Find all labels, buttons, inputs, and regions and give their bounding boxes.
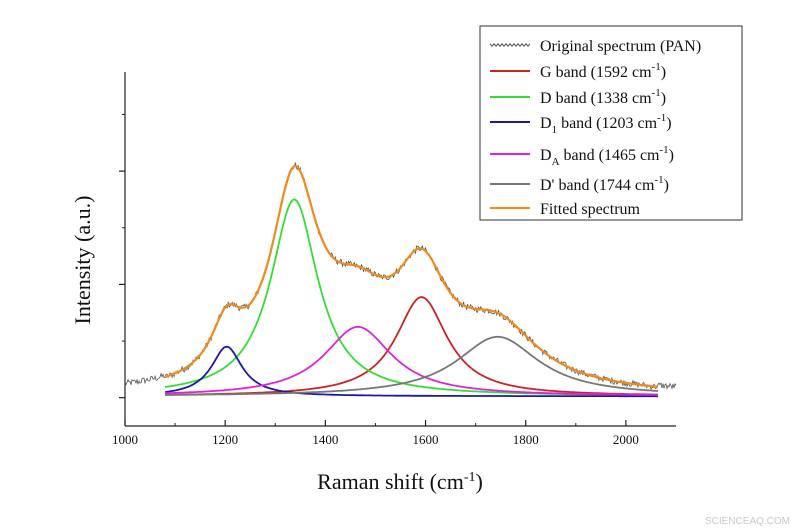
- legend: Original spectrum (PAN) G band (1592 cm-1…: [479, 25, 743, 221]
- y-axis-label: Intensity (a.u.): [70, 196, 95, 325]
- legend-label-original: Original spectrum (PAN): [540, 38, 701, 55]
- band-curve-DA: [165, 326, 658, 396]
- fitted-spectrum-line: [164, 164, 659, 388]
- x-tick-label-1400: 1400: [312, 432, 338, 447]
- bands-layer: [164, 198, 659, 398]
- data-layer: [124, 161, 677, 391]
- watermark: SCIENCEAQ.COM: [705, 516, 790, 527]
- ticks-layer: [119, 113, 627, 426]
- band-curve-Dp: [165, 335, 659, 396]
- legend-label-Dp: D' band (1744 cm-1): [540, 174, 669, 194]
- x-tick-label-1000: 1000: [112, 432, 138, 447]
- x-tick-label-2000: 2000: [613, 432, 639, 447]
- legend-label-D1: D1 band (1203 cm-1): [540, 112, 672, 136]
- band-curve-D1: [165, 345, 658, 398]
- legend-label-fitted: Fitted spectrum: [540, 201, 641, 218]
- legend-line-original: [489, 43, 531, 47]
- tick-labels-layer: 1000 1200 1400 1600 1800 2000: [112, 432, 639, 447]
- x-axis-label: Raman shift (cm-1): [317, 469, 483, 494]
- x-tick-label-1800: 1800: [513, 432, 539, 447]
- legend-label-G: G band (1592 cm-1): [540, 61, 666, 81]
- legend-label-DA: DA band (1465 cm-1): [540, 144, 674, 168]
- legend-items: Original spectrum (PAN) G band (1592 cm-1…: [489, 38, 701, 218]
- x-tick-label-1200: 1200: [212, 432, 238, 447]
- legend-label-D: D band (1338 cm-1): [540, 87, 666, 107]
- x-tick-label-1600: 1600: [413, 432, 439, 447]
